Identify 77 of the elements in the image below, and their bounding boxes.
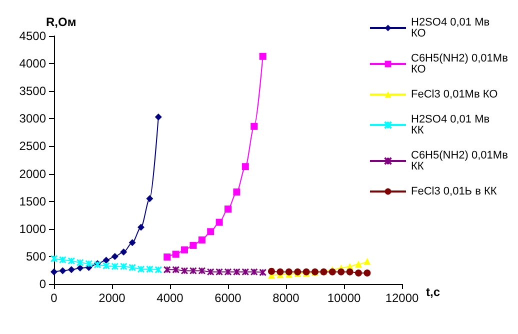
y-tick-label: 2000 bbox=[19, 166, 46, 181]
point bbox=[181, 246, 188, 254]
point bbox=[206, 268, 214, 276]
point bbox=[242, 268, 250, 276]
point bbox=[232, 268, 240, 276]
x-tick-label: 0 bbox=[50, 291, 58, 305]
point bbox=[242, 163, 249, 170]
x-tick-label: 2000 bbox=[98, 291, 126, 305]
y-tick-label: 4000 bbox=[19, 56, 46, 71]
point bbox=[189, 267, 197, 275]
legend-label: C6H5(NH2) 0,01Мв КК bbox=[411, 150, 511, 172]
point bbox=[68, 257, 76, 265]
point bbox=[85, 260, 93, 268]
x-tick-label: 12000 bbox=[385, 291, 420, 305]
point bbox=[250, 122, 258, 130]
x-tick-label: 6000 bbox=[214, 291, 242, 305]
point bbox=[164, 253, 171, 260]
y-axis-title: R,Ом bbox=[46, 15, 76, 29]
point bbox=[102, 256, 110, 264]
point bbox=[76, 264, 84, 272]
point bbox=[355, 260, 362, 268]
legend-label: FeCl3 0,01Ь в КК bbox=[411, 186, 498, 198]
legend-label: H2SO4 0,01 Мв КК bbox=[411, 114, 493, 136]
legend-label: C6H5(NH2) 0,01Мв КО bbox=[411, 52, 511, 76]
point bbox=[198, 267, 206, 275]
point bbox=[76, 258, 84, 266]
point bbox=[102, 262, 110, 270]
x-tick-label: 8000 bbox=[272, 291, 300, 305]
point bbox=[276, 268, 284, 276]
y-tick-label: 3000 bbox=[19, 112, 46, 126]
point bbox=[216, 268, 224, 276]
x-axis-title: t,c bbox=[426, 285, 440, 299]
point bbox=[146, 195, 154, 202]
point bbox=[198, 236, 206, 244]
x-tick-label: 10000 bbox=[327, 291, 362, 305]
point bbox=[111, 262, 119, 270]
point bbox=[268, 268, 275, 275]
point bbox=[58, 256, 66, 264]
point bbox=[138, 224, 144, 231]
point bbox=[190, 242, 197, 249]
point bbox=[146, 265, 154, 273]
point bbox=[364, 269, 371, 276]
point bbox=[137, 265, 145, 273]
point bbox=[111, 252, 118, 260]
point bbox=[338, 268, 345, 276]
point bbox=[180, 267, 188, 275]
y-tick-label: 2500 bbox=[19, 139, 46, 154]
point bbox=[346, 268, 354, 276]
point bbox=[355, 269, 362, 276]
point bbox=[224, 268, 232, 276]
point bbox=[207, 228, 214, 236]
point bbox=[128, 239, 136, 246]
y-tick-label: 3500 bbox=[19, 84, 46, 98]
point bbox=[59, 267, 66, 274]
point bbox=[68, 266, 75, 274]
point bbox=[250, 268, 258, 276]
point bbox=[50, 268, 58, 276]
point bbox=[128, 264, 136, 272]
point bbox=[120, 262, 128, 270]
point bbox=[364, 258, 371, 265]
y-tick-label: 1000 bbox=[19, 222, 46, 236]
point bbox=[120, 248, 128, 256]
point bbox=[172, 250, 180, 258]
legend-label: FeCl3 0,01Мв КО bbox=[411, 88, 498, 100]
point bbox=[154, 114, 162, 121]
y-tick-label: 1500 bbox=[19, 194, 46, 208]
point bbox=[285, 268, 292, 276]
x-tick-label: 4000 bbox=[156, 291, 184, 305]
legend-label: H2SO4 0,01 Мв КО bbox=[411, 16, 493, 40]
point bbox=[259, 52, 266, 60]
point bbox=[172, 266, 180, 274]
point bbox=[216, 218, 223, 226]
point bbox=[233, 188, 240, 196]
y-tick-label: 4500 bbox=[19, 29, 46, 43]
y-tick-label: 0 bbox=[39, 277, 46, 291]
point bbox=[224, 206, 232, 213]
y-tick-label: 500 bbox=[26, 249, 46, 264]
